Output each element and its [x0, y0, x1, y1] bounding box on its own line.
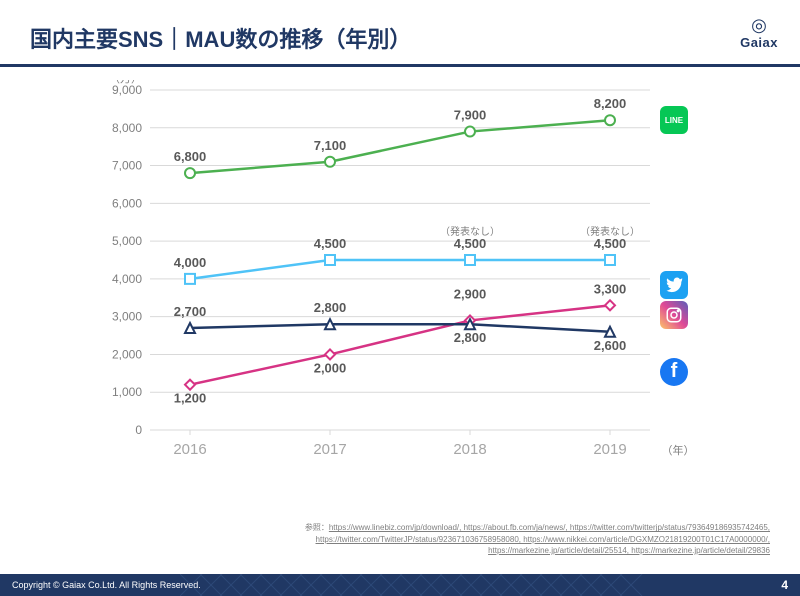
marker-circle — [465, 127, 475, 137]
data-label: 8,200 — [594, 96, 627, 111]
copyright: Copyright © Gaiax Co.Ltd. All Rights Res… — [12, 580, 201, 590]
data-label: 4,500 — [454, 236, 487, 251]
data-label: 1,200 — [174, 391, 207, 406]
y-tick: 7,000 — [112, 159, 142, 173]
y-tick: 1,000 — [112, 385, 142, 399]
chart-area: 0 1,000 2,000 3,000 4,000 5,000 6,000 7,000 8,00… — [100, 80, 740, 480]
instagram-icon — [660, 301, 688, 329]
footer: Copyright © Gaiax Co.Ltd. All Rights Res… — [0, 574, 800, 596]
series-line-facebook — [190, 324, 610, 332]
x-unit: （年） — [662, 443, 695, 457]
y-tick: 8,000 — [112, 121, 142, 135]
ref-line2[interactable]: https://twitter.com/TwitterJP/status/923… — [316, 535, 770, 544]
data-label: 4,500 — [594, 236, 627, 251]
marker-diamond — [605, 300, 615, 310]
y-tick: 0 — [135, 423, 142, 437]
marker-square — [185, 274, 195, 284]
gaiax-logo-text: Gaiax — [740, 35, 778, 50]
references: 参照：https://www.linebiz.com/jp/download/,… — [100, 522, 770, 556]
data-label: 2,600 — [594, 338, 627, 353]
line-icon: LINE — [660, 106, 688, 134]
ref-prefix: 参照： — [305, 523, 329, 532]
data-label: 4,500 — [314, 236, 347, 251]
marker-triangle — [605, 327, 615, 337]
data-label: 3,300 — [594, 281, 627, 296]
data-label-note: （発表なし） — [440, 225, 500, 238]
marker-circle — [605, 115, 615, 125]
y-tick: 2,000 — [112, 347, 142, 361]
ref-line3[interactable]: https://markezine.jp/article/detail/2551… — [488, 546, 770, 555]
page-number: 4 — [781, 578, 788, 592]
line-chart-svg: 0 1,000 2,000 3,000 4,000 5,000 6,000 7,000 8,00… — [100, 80, 740, 480]
marker-square — [605, 255, 615, 265]
data-label: 6,800 — [174, 149, 207, 164]
y-tick: 5,000 — [112, 234, 142, 248]
footer-pattern — [180, 574, 740, 596]
series-line-twitter — [190, 260, 610, 279]
x-tick: 2017 — [313, 441, 346, 458]
y-tick: 9,000 — [112, 83, 142, 97]
data-label: 7,100 — [314, 138, 347, 153]
data-label-note: （発表なし） — [580, 225, 640, 238]
marker-square — [325, 255, 335, 265]
marker-square — [465, 255, 475, 265]
header: 国内主要SNS｜MAU数の推移（年別） ◎ Gaiax — [0, 0, 800, 67]
y-tick: 3,000 — [112, 310, 142, 324]
marker-triangle — [325, 319, 335, 329]
marker-triangle — [185, 323, 195, 333]
data-label: 2,700 — [174, 304, 207, 319]
page-title: 国内主要SNS｜MAU数の推移（年別） — [30, 22, 770, 54]
twitter-icon — [660, 271, 688, 299]
x-tick: 2018 — [453, 441, 486, 458]
marker-circle — [185, 168, 195, 178]
x-tick: 2019 — [593, 441, 626, 458]
ref-line1[interactable]: https://www.linebiz.com/jp/download/, ht… — [329, 523, 770, 532]
x-tick: 2016 — [173, 441, 206, 458]
data-label: 2,800 — [314, 300, 347, 315]
gaiax-logo-icon: ◎ — [740, 16, 778, 34]
y-unit: （万） — [109, 80, 142, 85]
series-line-instagram — [190, 305, 610, 384]
marker-circle — [325, 157, 335, 167]
company-logo: ◎ Gaiax — [740, 16, 778, 52]
data-label: 2,900 — [454, 286, 487, 301]
facebook-icon: f — [660, 358, 688, 386]
y-tick: 4,000 — [112, 272, 142, 286]
marker-diamond — [325, 349, 335, 359]
data-label: 7,900 — [454, 108, 487, 123]
marker-diamond — [185, 380, 195, 390]
data-label: 4,000 — [174, 255, 207, 270]
data-label: 2,000 — [314, 360, 347, 375]
data-label: 2,800 — [454, 330, 487, 345]
y-tick: 6,000 — [112, 196, 142, 210]
